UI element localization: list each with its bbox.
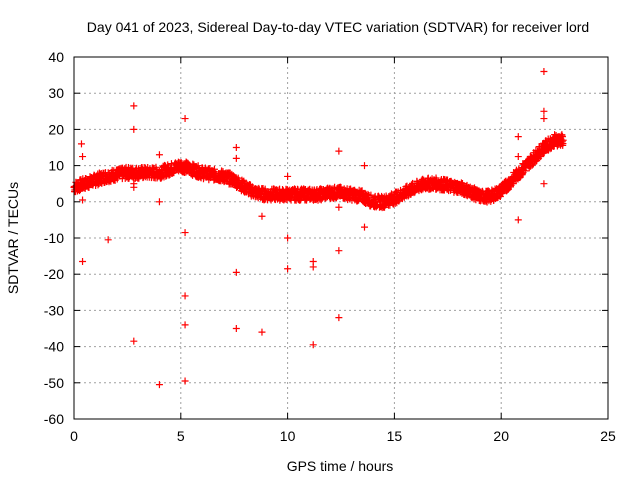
y-tick-label: -40 (44, 339, 64, 355)
outlier-point (360, 223, 368, 231)
x-tick-label: 10 (280, 428, 296, 444)
y-tick-label: -60 (44, 411, 64, 427)
outlier-point (284, 234, 292, 242)
outlier-point (335, 147, 343, 155)
outlier-point (181, 115, 189, 123)
outlier-point (181, 292, 189, 300)
data-point (509, 180, 517, 188)
outlier-point (155, 151, 163, 159)
x-tick-label: 25 (600, 428, 616, 444)
outlier-point (77, 140, 85, 148)
y-tick-label: -10 (44, 230, 64, 246)
outlier-point (514, 216, 522, 224)
outlier-point (284, 265, 292, 273)
outlier-point (514, 153, 522, 161)
outlier-point (335, 203, 343, 211)
outlier-point (232, 268, 240, 276)
y-axis-title: SDTVAR / TECUs (5, 182, 21, 294)
data-point (559, 136, 567, 144)
outlier-point (335, 314, 343, 322)
x-tick-label: 5 (177, 428, 185, 444)
outlier-point (514, 133, 522, 141)
chart-title: Day 041 of 2023, Sidereal Day-to-day VTE… (87, 19, 589, 35)
axis-ticks: 0 5 10 15 20 25 -60 -50 -40 -30 -20 -10 0 10 20 30 40 (44, 49, 616, 444)
outlier-point (79, 258, 87, 266)
x-tick-label: 15 (387, 428, 403, 444)
outlier-point (130, 102, 138, 110)
outlier-point (155, 381, 163, 389)
y-tick-label: 30 (48, 85, 64, 101)
outlier-point (79, 153, 87, 161)
y-tick-label: 10 (48, 158, 64, 174)
outlier-point (540, 67, 548, 75)
outlier-point (540, 180, 548, 188)
x-axis-title: GPS time / hours (287, 458, 394, 474)
data-point (559, 133, 567, 141)
outlier-point (540, 107, 548, 115)
outlier-point (232, 325, 240, 332)
outlier-point (130, 180, 138, 188)
plot-frame (73, 56, 609, 420)
y-tick-label: -30 (44, 302, 64, 318)
y-tick-label: 40 (48, 49, 64, 65)
outlier-point (335, 247, 343, 255)
outlier-point (232, 144, 240, 151)
outlier-point (284, 172, 292, 180)
outlier-point (232, 154, 240, 162)
data-point (194, 162, 202, 170)
grid (74, 57, 608, 419)
outlier-point (258, 212, 266, 220)
outlier-point (104, 236, 112, 244)
data-point (210, 165, 218, 173)
data-point (364, 190, 372, 198)
y-tick-label: 0 (56, 194, 64, 210)
y-tick-label: -50 (44, 375, 64, 391)
outlier-point (540, 115, 548, 123)
outlier-point (155, 198, 163, 206)
data-markers (70, 67, 567, 389)
outlier-point (181, 321, 189, 329)
outlier-point (360, 162, 368, 170)
outlier-point (181, 377, 189, 385)
outlier-point (258, 328, 266, 336)
outlier-point (309, 263, 317, 271)
outlier-point (79, 196, 87, 204)
outlier-point (130, 337, 138, 345)
outlier-point (130, 125, 138, 133)
x-tick-label: 20 (493, 428, 509, 444)
outlier-point (181, 229, 189, 237)
y-tick-label: 20 (48, 121, 64, 137)
y-tick-label: -20 (44, 266, 64, 282)
x-tick-label: 0 (70, 428, 78, 444)
outlier-point (309, 341, 317, 349)
